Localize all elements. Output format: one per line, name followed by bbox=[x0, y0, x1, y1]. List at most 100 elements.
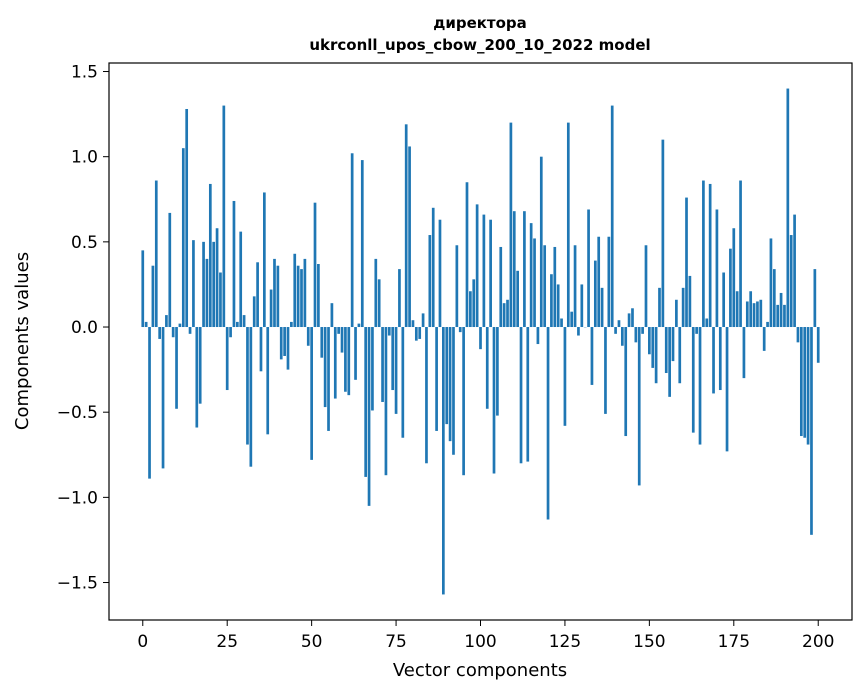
bar-144 bbox=[627, 313, 631, 328]
bar-23 bbox=[219, 272, 222, 328]
bar-163 bbox=[691, 327, 695, 433]
bar-50 bbox=[310, 327, 313, 460]
bar-143 bbox=[624, 327, 628, 437]
y-tick-label-3: 0.0 bbox=[71, 318, 98, 338]
bar-174 bbox=[729, 248, 732, 328]
bar-71 bbox=[381, 327, 384, 402]
bar-16 bbox=[195, 327, 199, 428]
bar-29 bbox=[239, 231, 243, 328]
bar-85 bbox=[428, 235, 432, 328]
bar-38 bbox=[269, 289, 273, 328]
bar-108 bbox=[506, 299, 509, 328]
bar-188 bbox=[776, 304, 780, 328]
bar-194 bbox=[796, 327, 800, 343]
bar-151 bbox=[651, 327, 655, 368]
bar-20 bbox=[208, 183, 212, 328]
bar-140 bbox=[614, 327, 617, 334]
bar-155 bbox=[664, 327, 668, 374]
bar-1 bbox=[144, 321, 148, 328]
y-axis-label: Components values bbox=[12, 252, 33, 430]
bar-192 bbox=[789, 235, 793, 328]
bar-123 bbox=[556, 284, 560, 328]
bar-96 bbox=[465, 182, 469, 328]
bar-164 bbox=[695, 327, 698, 334]
chart-title-line2: ukrconll_upos_cbow_200_10_2022 model bbox=[309, 36, 650, 54]
bar-183 bbox=[759, 299, 763, 328]
y-tick-label-4: 0.5 bbox=[71, 233, 98, 253]
bar-179 bbox=[745, 301, 749, 328]
bar-42 bbox=[283, 327, 286, 356]
bar-12 bbox=[181, 148, 185, 328]
bar-166 bbox=[702, 180, 705, 328]
bar-46 bbox=[296, 265, 300, 328]
bar-34 bbox=[256, 262, 259, 328]
bar-69 bbox=[374, 258, 378, 328]
bar-138 bbox=[607, 236, 611, 328]
bar-series bbox=[141, 88, 820, 595]
bar-176 bbox=[735, 291, 739, 328]
bar-73 bbox=[387, 327, 391, 336]
x-tick-label-1: 25 bbox=[216, 632, 238, 652]
bar-97 bbox=[469, 291, 472, 328]
bar-28 bbox=[235, 321, 239, 328]
bar-116 bbox=[533, 238, 536, 328]
bar-132 bbox=[587, 209, 590, 328]
bar-125 bbox=[563, 327, 567, 426]
bar-105 bbox=[496, 327, 499, 416]
x-axis-ticks: 0 25 50 75 100 125 150 175 200 bbox=[137, 620, 834, 652]
bar-48 bbox=[303, 258, 307, 328]
bar-63 bbox=[354, 327, 357, 380]
bar-110 bbox=[512, 211, 516, 328]
bar-39 bbox=[273, 258, 276, 328]
bar-111 bbox=[516, 270, 519, 328]
bar-126 bbox=[566, 122, 570, 328]
bar-76 bbox=[398, 269, 401, 328]
bar-102 bbox=[485, 327, 489, 409]
bar-15 bbox=[192, 240, 195, 328]
bar-149 bbox=[644, 245, 648, 328]
x-tick-label-8: 200 bbox=[802, 632, 834, 652]
bar-41 bbox=[279, 327, 283, 360]
bar-168 bbox=[708, 183, 712, 328]
x-tick-label-0: 0 bbox=[137, 632, 148, 652]
bar-31 bbox=[246, 327, 249, 445]
bar-25 bbox=[225, 327, 229, 391]
bar-106 bbox=[499, 246, 503, 328]
y-tick-label-2: −0.5 bbox=[57, 403, 98, 423]
bar-100 bbox=[479, 327, 482, 350]
bar-92 bbox=[452, 327, 455, 455]
bar-8 bbox=[168, 212, 172, 328]
bar-175 bbox=[732, 228, 736, 328]
bar-104 bbox=[492, 327, 496, 474]
bar-109 bbox=[509, 122, 513, 328]
bar-114 bbox=[526, 327, 530, 462]
bar-49 bbox=[306, 327, 310, 346]
bar-68 bbox=[371, 327, 374, 411]
bar-146 bbox=[634, 327, 638, 343]
bar-75 bbox=[394, 327, 398, 414]
bar-153 bbox=[658, 287, 661, 328]
y-tick-label-1: −1.0 bbox=[57, 488, 98, 508]
bar-22 bbox=[215, 228, 219, 328]
bar-61 bbox=[347, 327, 351, 396]
bar-4 bbox=[154, 180, 158, 328]
bar-107 bbox=[502, 303, 506, 328]
bar-170 bbox=[715, 209, 719, 328]
bar-19 bbox=[205, 258, 209, 328]
bar-77 bbox=[401, 327, 405, 438]
bar-165 bbox=[698, 327, 702, 445]
bar-169 bbox=[712, 327, 715, 394]
bar-26 bbox=[229, 327, 232, 338]
bar-121 bbox=[550, 274, 553, 328]
bar-190 bbox=[783, 304, 786, 328]
bar-91 bbox=[448, 327, 452, 442]
bar-171 bbox=[718, 327, 722, 391]
bar-82 bbox=[418, 327, 422, 339]
x-tick-label-4: 100 bbox=[464, 632, 496, 652]
bar-200 bbox=[816, 327, 820, 363]
bar-83 bbox=[421, 313, 425, 328]
bar-36 bbox=[263, 192, 266, 328]
bar-158 bbox=[675, 299, 678, 328]
bar-101 bbox=[482, 214, 486, 328]
y-tick-label-6: 1.5 bbox=[71, 63, 98, 83]
